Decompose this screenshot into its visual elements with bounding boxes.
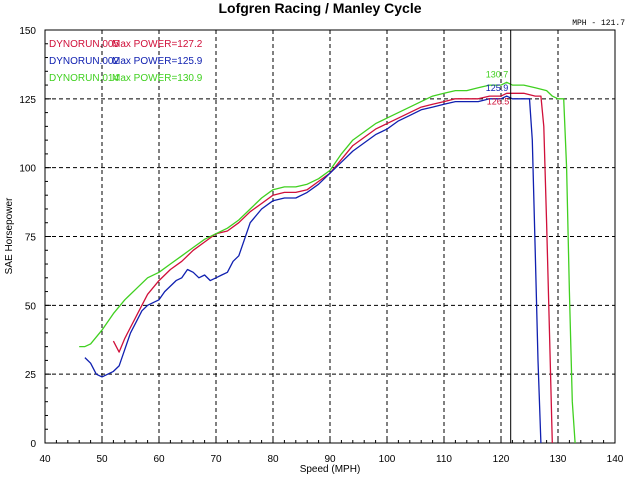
legend-series-name: DYNORUN.005 [49,39,119,50]
y-tick-label: 0 [30,439,36,450]
x-tick-label: 50 [96,454,108,465]
x-tick-label: 90 [324,454,336,465]
legend-max-power: Max POWER=127.2 [112,39,203,50]
y-tick-label: 150 [19,26,36,37]
y-axis-label: SAE Horsepower [4,197,15,274]
x-tick-label: 80 [267,454,279,465]
y-tick-label: 50 [25,301,37,312]
x-tick-label: 110 [436,454,452,465]
x-tick-label: 100 [379,454,396,465]
y-tick-label: 100 [19,164,36,175]
y-tick-labels: 0 25 50 75 100 125 150 [19,26,36,450]
axes [44,29,616,444]
chart-title: Lofgren Racing / Manley Cycle [218,0,421,16]
x-tick-labels: 40 50 60 70 80 90 100 110 120 130 140 [39,454,623,465]
series-line-3 [79,81,576,444]
peak-labels: 130.7 126.5 125.9 [486,69,510,106]
x-tick-label: 70 [210,454,222,465]
legend-series-name: DYNORUN.014 [49,73,119,84]
legend-max-power: Max POWER=130.9 [112,73,203,84]
peak-label: 126.5 [487,96,510,106]
y-tick-label: 125 [19,95,36,106]
series-line-1 [112,92,553,444]
legend-series-name: DYNORUN.002 [49,56,119,67]
x-tick-label: 40 [39,454,51,465]
x-tick-label: 120 [493,454,510,465]
legend-max-power: Max POWER=125.9 [112,56,203,67]
x-axis-label: Speed (MPH) [300,464,361,475]
peak-label: 125.9 [486,83,509,93]
series-line-2 [84,95,542,444]
grid [45,30,615,443]
x-tick-label: 140 [607,454,624,465]
cursor: MPH - 121.7 [510,19,625,443]
x-tick-label: 130 [550,454,567,465]
y-tick-label: 75 [25,233,37,244]
peak-label: 130.7 [486,69,509,79]
cursor-readout: MPH - 121.7 [572,19,625,28]
x-tick-label: 60 [153,454,165,465]
y-tick-label: 25 [25,370,37,381]
